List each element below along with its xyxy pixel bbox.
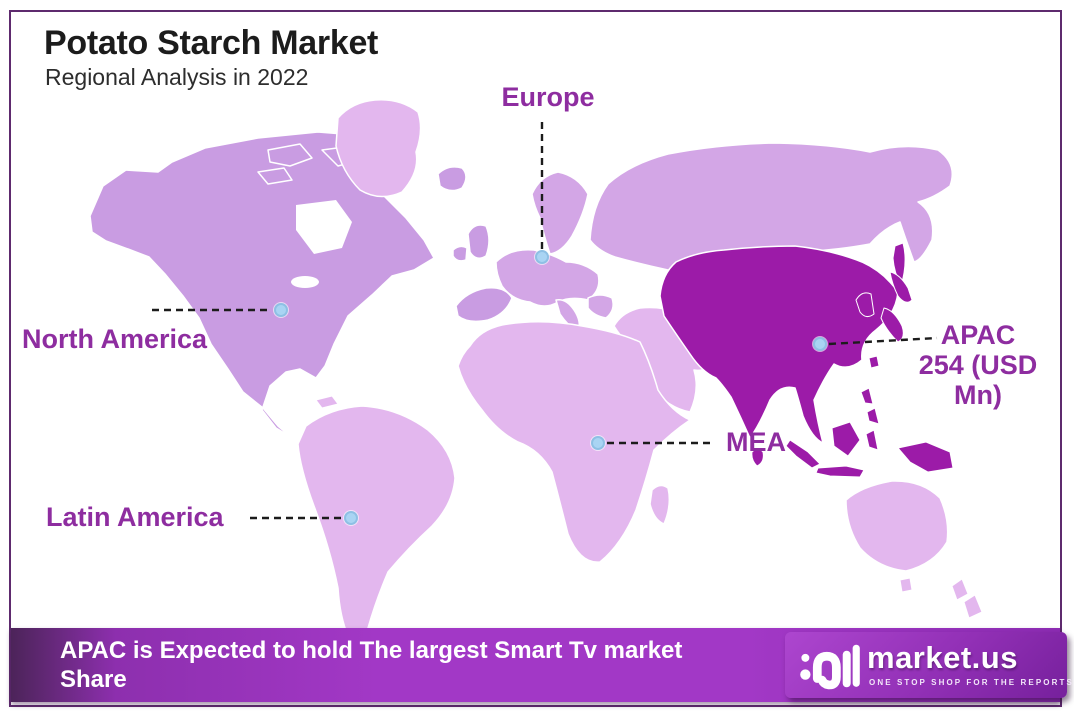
region-tasmania [899, 577, 913, 593]
marketus-logo-tagline: ONE STOP SHOP FOR THE REPORTS [869, 678, 1074, 687]
marketus-logo-icon [800, 644, 860, 690]
north-america-label: North America [22, 324, 208, 354]
marketus-logo-text: market.us [867, 640, 1018, 675]
region-south-america [297, 405, 456, 642]
apac-label-value: 254 (USD Mn) [918, 350, 1038, 410]
region-iceland [437, 166, 467, 192]
latin-america-marker [344, 511, 358, 525]
arctic-islands-1 [267, 143, 313, 167]
region-iberia [455, 286, 513, 323]
region-apac [659, 245, 899, 444]
north-america-marker [274, 303, 288, 317]
region-taiwan [868, 355, 880, 369]
region-greenland [335, 99, 422, 198]
region-ireland [452, 245, 468, 262]
latin-america-label: Latin America [46, 502, 224, 532]
region-philippines-2 [866, 407, 880, 425]
apac-marker [813, 337, 827, 351]
mea-label: MEA [726, 427, 786, 457]
region-madagascar [649, 484, 671, 525]
apac-leader-line [828, 336, 938, 346]
region-philippines-1 [860, 387, 874, 405]
europe-label: Europe [501, 82, 595, 112]
region-balkans [587, 294, 614, 319]
region-borneo [831, 421, 861, 457]
region-uk [467, 224, 490, 259]
region-north-america [89, 131, 435, 452]
region-africa [457, 320, 691, 563]
region-scandinavia [531, 171, 589, 255]
region-java [815, 465, 865, 478]
logo-panel: market.us ONE STOP SHOP FOR THE REPORTS [785, 632, 1072, 698]
apac-label-name: APAC [940, 320, 1016, 350]
bottom-banner: APAC is Expected to hold The largest Sma… [11, 628, 1072, 702]
page-subtitle: Regional Analysis in 2022 [45, 64, 309, 90]
great-lakes [291, 276, 319, 288]
region-sumatra [785, 439, 821, 469]
banner-text: APAC is Expected to hold The largest Sma… [60, 637, 683, 693]
arctic-islands-3 [257, 167, 293, 185]
region-sri-lanka [751, 448, 764, 467]
europe-marker [535, 250, 549, 264]
page-title: Potato Starch Market [44, 24, 379, 62]
caribbean-islands [315, 395, 339, 409]
region-japan-north [889, 271, 913, 303]
region-sulawesi [865, 429, 879, 451]
region-australia [845, 480, 949, 572]
mea-marker [591, 436, 605, 450]
region-new-zealand-north [951, 578, 969, 601]
region-new-zealand-south [963, 594, 983, 619]
apac-label: APAC 254 (USD Mn) [893, 320, 1063, 410]
region-japan-south [880, 307, 904, 343]
region-korea [855, 292, 875, 318]
region-new-guinea [897, 441, 954, 473]
hudson-bay [296, 200, 352, 254]
